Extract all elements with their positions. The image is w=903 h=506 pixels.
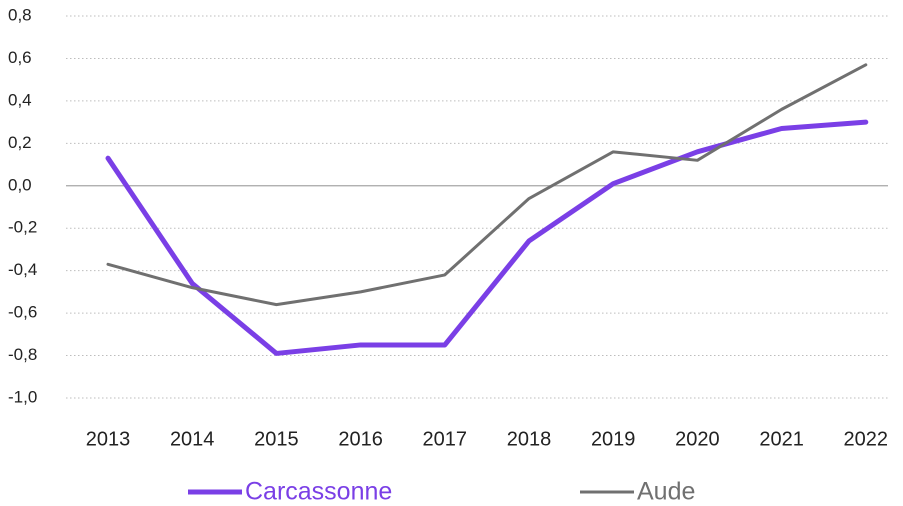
y-tick-label: -0,6 [8, 303, 37, 322]
x-tick-label: 2014 [170, 428, 215, 450]
x-tick-label: 2013 [86, 428, 131, 450]
x-tick-label: 2016 [338, 428, 383, 450]
y-tick-label: -0,4 [8, 260, 37, 279]
y-tick-label: -0,2 [8, 218, 37, 237]
x-tick-label: 2022 [844, 428, 889, 450]
x-tick-label: 2020 [675, 428, 720, 450]
series-line [105, 119, 869, 356]
y-tick-label: 0,2 [8, 133, 32, 152]
x-tick-label: 2019 [591, 428, 636, 450]
x-tick-label: 2017 [423, 428, 468, 450]
legend-label: Aude [637, 478, 695, 506]
x-tick-label: 2015 [254, 428, 299, 450]
y-tick-label: 0,8 [8, 5, 32, 24]
y-tick-label: -1,0 [8, 387, 37, 406]
series-line [106, 63, 868, 307]
legend-label: Carcassonne [245, 478, 392, 506]
y-tick-label: 0,4 [8, 90, 32, 109]
y-tick-label: -0,8 [8, 345, 37, 364]
x-tick-label: 2018 [507, 428, 552, 450]
y-tick-label: 0,6 [8, 48, 32, 67]
y-tick-label: 0,0 [8, 175, 32, 194]
x-tick-label: 2021 [759, 428, 804, 450]
